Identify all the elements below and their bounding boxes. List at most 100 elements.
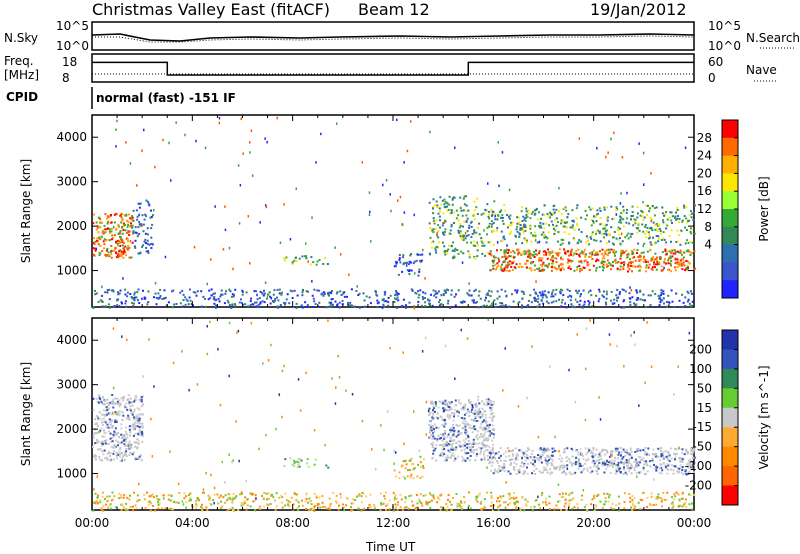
echo-cell (98, 458, 101, 461)
echo-cell (128, 401, 131, 404)
echo-cell (464, 428, 467, 431)
echo-cell (522, 291, 525, 294)
echo-cell (491, 223, 494, 226)
echo-cell (467, 436, 470, 439)
echo-cell (613, 462, 616, 465)
echo-cell (205, 506, 208, 509)
echo-cell (136, 500, 139, 503)
echo-cell (441, 224, 444, 227)
echo-cell (563, 231, 566, 234)
echo-cell (446, 509, 449, 511)
echo-cell (443, 452, 446, 455)
echo-cell (568, 502, 571, 505)
echo-cell (589, 289, 592, 292)
echo-cell (655, 469, 658, 472)
echo-cell (517, 248, 520, 251)
echo-cell (306, 290, 309, 293)
echo-cell (561, 298, 564, 301)
echo-cell (480, 458, 483, 461)
echo-cell (120, 397, 123, 400)
echo-cell (141, 422, 144, 425)
echo-cell (515, 454, 518, 457)
echo-cell (558, 264, 561, 267)
echo-cell (463, 403, 466, 406)
echo-cell (638, 222, 640, 225)
noise-cell (432, 413, 434, 416)
echo-cell (169, 507, 172, 510)
echo-cell (618, 291, 621, 294)
echo-cell (126, 248, 129, 251)
echo-cell (615, 470, 618, 473)
echo-cell (464, 441, 466, 444)
echo-cell (509, 458, 512, 461)
echo-cell (608, 248, 611, 251)
echo-cell (121, 437, 124, 439)
echo-cell (106, 254, 109, 257)
echo-cell (655, 497, 658, 500)
echo-cell (596, 459, 599, 462)
echo-cell (589, 466, 592, 469)
echo-cell (467, 452, 470, 454)
echo-cell (651, 205, 654, 207)
echo-cell (497, 257, 500, 260)
echo-cell (643, 472, 646, 475)
echo-cell (467, 399, 470, 402)
echo-cell (588, 255, 590, 258)
echo-cell (139, 400, 142, 403)
echo-cell (120, 441, 123, 444)
echo-cell (523, 509, 526, 512)
echo-cell (573, 461, 576, 464)
echo-cell (448, 451, 451, 453)
echo-cell (369, 493, 372, 496)
echo-cell (453, 415, 455, 418)
noise-cell (531, 345, 533, 348)
echo-cell (102, 232, 105, 235)
echo-cell (602, 236, 605, 239)
echo-cell (414, 507, 417, 510)
echo-cell (450, 408, 453, 410)
echo-cell (128, 256, 131, 259)
echo-cell (326, 263, 329, 265)
echo-cell (631, 500, 634, 503)
echo-cell (494, 306, 497, 308)
echo-cell (421, 465, 424, 467)
echo-cell (448, 417, 451, 420)
echo-cell (433, 437, 436, 440)
echo-cell (662, 292, 665, 295)
echo-cell (117, 244, 119, 247)
echo-cell (281, 291, 283, 294)
echo-cell (481, 435, 484, 438)
echo-cell (118, 410, 121, 413)
echo-cell (464, 420, 467, 423)
echo-cell (664, 248, 667, 251)
noise-cell (116, 413, 118, 416)
echo-cell (623, 501, 626, 504)
echo-cell (399, 261, 402, 264)
echo-cell (502, 495, 505, 498)
echo-cell (596, 209, 599, 212)
echo-cell (664, 213, 667, 216)
noise-cell (122, 277, 124, 280)
echo-cell (398, 471, 401, 474)
noise-cell (397, 199, 399, 202)
echo-cell (472, 443, 475, 446)
echo-cell (340, 294, 343, 296)
echo-cell (619, 467, 622, 470)
echo-cell (347, 302, 350, 304)
echo-cell (252, 303, 255, 306)
echo-cell (568, 265, 571, 268)
echo-cell (498, 465, 501, 468)
echo-cell (298, 257, 301, 260)
echo-cell (568, 493, 571, 496)
echo-cell (555, 261, 558, 264)
colorbar-tick-label: -15 (692, 420, 712, 434)
echo-cell (691, 464, 693, 467)
echo-cell (438, 304, 441, 307)
echo-cell (338, 504, 340, 507)
echo-cell (138, 223, 141, 226)
echo-cell (266, 503, 269, 506)
echo-cell (583, 300, 586, 303)
echo-cell (525, 266, 528, 269)
echo-cell (641, 215, 644, 218)
echo-cell (547, 215, 550, 218)
